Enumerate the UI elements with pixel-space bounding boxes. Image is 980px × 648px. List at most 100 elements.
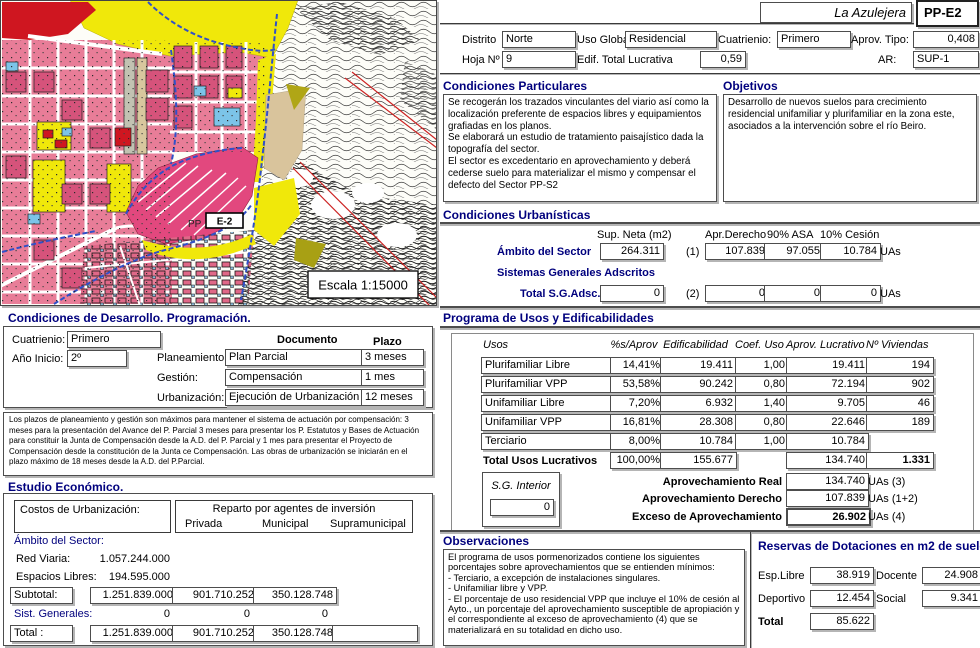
social-field[interactable]: 9.341 (922, 590, 980, 607)
aprovechamiento-derecho-field[interactable]: 107.839 (786, 490, 869, 507)
ambito-apr-derecho-field[interactable]: 107.839 (705, 243, 769, 260)
condiciones-particulares-box: Se recogerán los trazados vinculantes de… (443, 94, 717, 202)
observaciones-text: El programa de usos pormenorizados conti… (448, 552, 740, 635)
uso-coef-field[interactable]: 0,80 (735, 376, 789, 393)
uso-aprov-field[interactable]: 22.646 (786, 414, 869, 431)
uso-aprov-field[interactable]: 72.194 (786, 376, 869, 393)
planeamiento-doc-field[interactable]: Plan Parcial (225, 349, 363, 366)
uso-pct-field[interactable]: 7,20% (610, 395, 664, 412)
uso-coef-field[interactable]: 0,80 (735, 414, 789, 431)
sector-name-box: La Azulejera (760, 2, 912, 23)
col-header-usos: Usos (483, 339, 509, 351)
ar-field[interactable]: SUP-1 (913, 51, 979, 68)
agente-municipal: Municipal (262, 518, 309, 530)
total-extra-field[interactable] (332, 625, 418, 642)
uso-pct-field[interactable]: 14,41% (610, 357, 664, 374)
sg-interior-field[interactable]: 0 (490, 499, 554, 516)
col-header-coef: Coef. Uso (735, 339, 784, 351)
uso-name-field[interactable]: Plurifamiliar Libre (481, 357, 611, 374)
uso-viv-field[interactable]: 902 (866, 376, 934, 393)
agente-supramunicipal: Supramunicipal (330, 518, 406, 530)
gestion-label: Gestión: (157, 372, 198, 384)
uso-name-field[interactable]: Terciario (481, 433, 611, 450)
total-sga-sup-neta-field[interactable]: 0 (600, 285, 664, 302)
aprovechamiento-real-field[interactable]: 134.740 (786, 473, 869, 490)
uso-pct-field[interactable]: 8,00% (610, 433, 664, 450)
hoja-field[interactable]: 9 (502, 51, 576, 68)
ambito-units: UAs (880, 246, 901, 258)
uso-aprov-field[interactable]: 9.705 (786, 395, 869, 412)
esp-libre-field[interactable]: 38.919 (810, 567, 874, 584)
total-pct-field[interactable]: 100,00% (610, 452, 664, 469)
uso-edif-field[interactable]: 19.411 (660, 357, 737, 374)
urbanizacion-plazo-field[interactable]: 12 meses (361, 389, 424, 406)
col-header-edificabilidad: Edificabilidad (663, 339, 728, 351)
uso-coef-field[interactable]: 1,40 (735, 395, 789, 412)
reservas-total-field[interactable]: 85.622 (810, 613, 874, 630)
uso-coef-field[interactable]: 1,00 (735, 357, 789, 374)
subtotal-privada-field[interactable]: 1.251.839.000 (90, 587, 177, 604)
uso-edif-field[interactable]: 90.242 (660, 376, 737, 393)
uso-global-field[interactable]: Residencial (625, 31, 717, 48)
uso-name-field[interactable]: Unifamiliar Libre (481, 395, 611, 412)
ambito-asa-field[interactable]: 97.055 (764, 243, 824, 260)
uso-name-field[interactable]: Unifamiliar VPP (481, 414, 611, 431)
dev-cuatrienio-field[interactable]: Primero (67, 331, 161, 348)
red-viaria-value: 1.057.244.000 (99, 553, 170, 565)
sector-code-box: PP-E2 (916, 0, 979, 27)
uso-pct-field[interactable]: 16,81% (610, 414, 664, 431)
col-header-aprov: Aprov. Lucrativo (786, 339, 865, 351)
uso-viv-field[interactable]: 194 (866, 357, 934, 374)
uso-aprov-field[interactable]: 19.411 (786, 357, 869, 374)
ambito-sup-neta-field[interactable]: 264.311 (600, 243, 664, 260)
observaciones-box: El programa de usos pormenorizados conti… (443, 549, 745, 646)
docente-field[interactable]: 24.908 (922, 567, 980, 584)
gestion-plazo-field[interactable]: 1 mes (361, 369, 424, 386)
total-supramunicipal-field[interactable]: 350.128.748 (253, 625, 337, 642)
aprov-tipo-field[interactable]: 0,408 (913, 31, 979, 48)
reservas-total-label: Total (758, 616, 784, 628)
distrito-label: Distrito (462, 34, 497, 46)
ano-inicio-field[interactable]: 2º (67, 350, 127, 367)
total-sga-asa-field[interactable]: 0 (764, 285, 824, 302)
plazo-header: Plazo (373, 336, 402, 348)
subtotal-supramunicipal-field[interactable]: 350.128.748 (253, 587, 337, 604)
total-privada-field[interactable]: 1.251.839.000 (90, 625, 177, 642)
total-municipal-field[interactable]: 901.710.252 (172, 625, 258, 642)
uso-coef-field[interactable]: 1,00 (735, 433, 789, 450)
ambito-cesion-field[interactable]: 10.784 (820, 243, 881, 260)
urbanizacion-label: Urbanización: (157, 392, 225, 404)
sector-code: PP-E2 (924, 5, 962, 20)
distrito-field[interactable]: Norte (502, 31, 576, 48)
sist-generales-supramunicipal-value: 0 (321, 608, 328, 620)
espacios-libres-value: 194.595.000 (108, 571, 170, 583)
espacios-libres-label: Espacios Libres: (16, 571, 97, 583)
total-aprov-field[interactable]: 134.740 (786, 452, 869, 469)
deportivo-field[interactable]: 12.454 (810, 590, 874, 607)
aprovechamiento-derecho-label: Aprovechamiento Derecho (642, 493, 782, 505)
objetivos-box: Desarrollo de nuevos suelos para crecimi… (723, 94, 977, 202)
uso-edif-field[interactable]: 6.932 (660, 395, 737, 412)
map-sector-label: E-2 (217, 217, 233, 228)
planeamiento-plazo-field[interactable]: 3 meses (361, 349, 424, 366)
exceso-aprovechamiento-field[interactable]: 26.902 (786, 508, 871, 526)
total-sga-apr-derecho-field[interactable]: 0 (705, 285, 769, 302)
cuatrienio-field[interactable]: Primero (777, 31, 851, 48)
total-viviendas-field[interactable]: 1.331 (866, 452, 934, 469)
condiciones-particulares-text: Se recogerán los trazados vinculantes de… (448, 97, 709, 191)
total-edif-field[interactable]: 155.677 (660, 452, 737, 469)
edif-total-field[interactable]: 0,59 (700, 51, 746, 68)
gestion-doc-field[interactable]: Compensación (225, 369, 363, 386)
uso-name-field[interactable]: Plurifamiliar VPP (481, 376, 611, 393)
total-sga-cesion-field[interactable]: 0 (820, 285, 881, 302)
costos-box: Costos de Urbanización: (14, 500, 171, 533)
subtotal-municipal-field[interactable]: 901.710.252 (172, 587, 258, 604)
uso-pct-field[interactable]: 53,58% (610, 376, 664, 393)
uso-edif-field[interactable]: 10.784 (660, 433, 737, 450)
urbanizacion-doc-field[interactable]: Ejecución de Urbanización (225, 389, 363, 406)
aprovechamiento-real-label: Aprovechamiento Real (662, 476, 782, 488)
uso-edif-field[interactable]: 28.308 (660, 414, 737, 431)
uso-viv-field[interactable]: 189 (866, 414, 934, 431)
uso-aprov-field[interactable]: 10.784 (786, 433, 869, 450)
uso-viv-field[interactable]: 46 (866, 395, 934, 412)
